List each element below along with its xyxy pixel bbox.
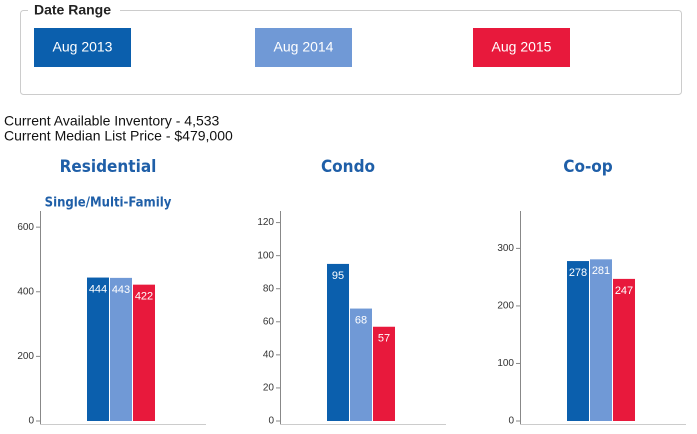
date-button-label[interactable]: Aug 2015 xyxy=(492,39,552,55)
bar xyxy=(567,261,589,421)
bar xyxy=(613,278,635,421)
y-tick-label: 0 xyxy=(268,416,274,427)
chart-title: Co-op xyxy=(563,157,613,177)
date-button[interactable] xyxy=(255,28,352,67)
date-range-legend: Date Range xyxy=(34,2,111,18)
value-label: 444 xyxy=(89,283,107,295)
chart-title: Residential xyxy=(60,157,157,177)
chart-title: Condo xyxy=(321,157,375,177)
value-label: 281 xyxy=(592,265,610,277)
date-button[interactable] xyxy=(473,28,570,67)
value-label: 443 xyxy=(112,284,130,296)
bar xyxy=(110,277,132,421)
value-label: 247 xyxy=(615,285,633,297)
y-tick-label: 0 xyxy=(28,416,34,427)
bar xyxy=(590,259,612,421)
y-tick-label: 200 xyxy=(497,301,514,312)
y-tick-label: 300 xyxy=(497,243,514,254)
y-tick-label: 80 xyxy=(263,283,275,294)
value-label: 95 xyxy=(332,270,344,282)
info-line: Current Available Inventory - 4,533 xyxy=(4,113,220,129)
value-label: 422 xyxy=(135,291,153,303)
value-label: 68 xyxy=(355,314,367,326)
legend-bg xyxy=(28,2,120,20)
bar xyxy=(87,277,109,421)
y-tick-label: 40 xyxy=(263,349,275,360)
value-label: 57 xyxy=(378,333,390,345)
bar xyxy=(373,326,395,421)
y-tick-label: 100 xyxy=(497,358,514,369)
y-tick-label: 200 xyxy=(17,351,34,362)
bar xyxy=(327,263,349,421)
y-tick-label: 100 xyxy=(257,250,274,261)
date-button[interactable] xyxy=(34,28,131,67)
date-button-label[interactable]: Aug 2013 xyxy=(53,39,113,55)
value-label: 278 xyxy=(569,267,587,279)
y-tick-label: 60 xyxy=(263,316,275,327)
y-tick-label: 600 xyxy=(17,222,34,233)
y-tick-label: 120 xyxy=(257,217,274,228)
y-tick-label: 0 xyxy=(508,416,514,427)
date-range-box xyxy=(20,10,682,95)
bar xyxy=(350,308,372,421)
bar xyxy=(133,284,155,421)
info-line: Current Median List Price - $479,000 xyxy=(4,128,233,144)
date-button-label[interactable]: Aug 2014 xyxy=(274,39,334,55)
y-tick-label: 400 xyxy=(17,286,34,297)
y-tick-label: 20 xyxy=(263,383,275,394)
chart-subtitle: Single/Multi-Family xyxy=(45,196,172,211)
